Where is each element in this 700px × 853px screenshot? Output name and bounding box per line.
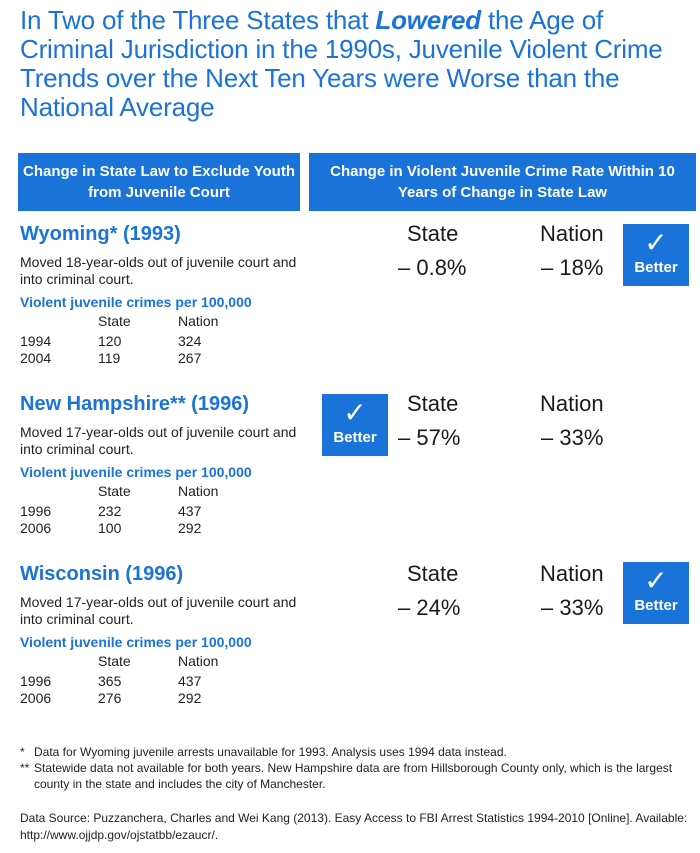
title-part-2: the Age of Criminal Jurisdiction in the …	[20, 5, 663, 122]
table-row: 1996 365 437	[20, 673, 320, 690]
table-header-nation: Nation	[178, 653, 219, 669]
table-cell-nation: 437	[178, 503, 202, 519]
table-header-row: State Nation	[20, 313, 320, 330]
table-row: 2006 276 292	[20, 690, 320, 707]
title-emphasis: Lowered	[375, 5, 481, 35]
better-label: Better	[634, 597, 678, 614]
state-block-new-hampshire: New Hampshire** (1996) Moved 17-year-old…	[20, 392, 320, 551]
state-block-wyoming: Wyoming* (1993) Moved 18-year-olds out o…	[20, 222, 320, 381]
table-row: 1994 120 324	[20, 333, 320, 350]
col-head-state: State	[407, 561, 459, 586]
state-description: Moved 17-year-olds out of juvenile court…	[20, 424, 297, 457]
footnotes: * Data for Wyoming juvenile arrests unav…	[20, 744, 690, 792]
table-header-nation: Nation	[178, 483, 219, 499]
better-label: Better	[634, 259, 678, 276]
table-cell-state: 232	[98, 503, 122, 519]
table-row: 1996 232 437	[20, 503, 320, 520]
better-badge: ✓ Better	[322, 394, 388, 456]
data-source: Data Source: Puzzanchera, Charles and We…	[20, 811, 688, 842]
header-law-change: Change in State Law to Exclude Youth fro…	[18, 153, 300, 211]
col-head-state: State	[407, 221, 459, 246]
table-cell-state: 119	[98, 350, 121, 366]
table-header-row: State Nation	[20, 653, 320, 670]
footnote-text: Statewide data not available for both ye…	[34, 761, 673, 791]
table-cell-nation: 324	[178, 333, 202, 349]
table-row: 2004 119 267	[20, 350, 320, 367]
header-crime-rate-change: Change in Violent Juvenile Crime Rate Wi…	[309, 153, 696, 211]
table-header-row: State Nation	[20, 483, 320, 500]
nation-change-value: – 33%	[541, 595, 604, 620]
table-cell-state: 365	[98, 673, 122, 689]
title-part-1: In Two of the Three States that	[20, 5, 376, 35]
table-cell-year: 2004	[20, 350, 52, 366]
crime-rate-table: State Nation 1994 120 324 2004 119 267	[20, 313, 320, 381]
table-header-state: State	[98, 483, 131, 499]
crime-rate-subhead: Violent juvenile crimes per 100,000	[20, 634, 252, 650]
check-icon: ✓	[644, 227, 668, 258]
check-icon: ✓	[644, 565, 668, 596]
col-head-nation: Nation	[540, 391, 604, 416]
header-crime-rate-change-label: Change in Violent Juvenile Crime Rate Wi…	[330, 163, 675, 201]
state-change-value: – 0.8%	[398, 255, 467, 280]
nation-change-value: – 33%	[541, 425, 604, 450]
col-head-state: State	[407, 391, 459, 416]
better-badge: ✓ Better	[623, 224, 689, 286]
col-head-nation: Nation	[540, 221, 604, 246]
footnote-wyoming: * Data for Wyoming juvenile arrests unav…	[20, 744, 690, 760]
footnote-mark: *	[20, 745, 25, 759]
table-row: 2006 100 292	[20, 520, 320, 537]
better-label: Better	[333, 429, 377, 446]
table-cell-year: 1994	[20, 333, 52, 349]
table-cell-nation: 292	[178, 520, 202, 536]
state-name: New Hampshire** (1996)	[20, 393, 249, 415]
state-name: Wyoming* (1993)	[20, 223, 181, 245]
table-cell-year: 1996	[20, 503, 52, 519]
footnote-text: Data for Wyoming juvenile arrests unavai…	[34, 745, 507, 759]
check-icon: ✓	[343, 397, 367, 428]
state-description: Moved 17-year-olds out of juvenile court…	[20, 594, 297, 627]
table-cell-nation: 267	[178, 350, 202, 366]
table-header-nation: Nation	[178, 313, 219, 329]
crime-rate-subhead: Violent juvenile crimes per 100,000	[20, 464, 252, 480]
state-description: Moved 18-year-olds out of juvenile court…	[20, 254, 297, 287]
nation-change-value: – 18%	[541, 255, 604, 280]
table-cell-year: 2006	[20, 520, 52, 536]
crime-rate-table: State Nation 1996 365 437 2006 276 292	[20, 653, 320, 721]
table-cell-state: 100	[98, 520, 122, 536]
crime-rate-subhead: Violent juvenile crimes per 100,000	[20, 294, 252, 310]
table-cell-nation: 292	[178, 690, 202, 706]
table-header-state: State	[98, 653, 131, 669]
crime-rate-table: State Nation 1996 232 437 2006 100 292	[20, 483, 320, 551]
table-cell-state: 276	[98, 690, 122, 706]
table-cell-nation: 437	[178, 673, 202, 689]
better-badge: ✓ Better	[623, 562, 689, 624]
state-change-value: – 24%	[398, 595, 461, 620]
col-head-nation: Nation	[540, 561, 604, 586]
table-cell-state: 120	[98, 333, 122, 349]
state-change-value: – 57%	[398, 425, 461, 450]
page-title: In Two of the Three States that Lowered …	[20, 6, 690, 122]
table-cell-year: 1996	[20, 673, 52, 689]
state-block-wisconsin: Wisconsin (1996) Moved 17-year-olds out …	[20, 562, 320, 721]
table-header-state: State	[98, 313, 131, 329]
footnote-mark: **	[20, 761, 30, 775]
footnote-new-hampshire: ** Statewide data not available for both…	[20, 760, 690, 792]
state-name: Wisconsin (1996)	[20, 563, 184, 585]
header-law-change-label: Change in State Law to Exclude Youth fro…	[23, 163, 295, 201]
table-cell-year: 2006	[20, 690, 52, 706]
